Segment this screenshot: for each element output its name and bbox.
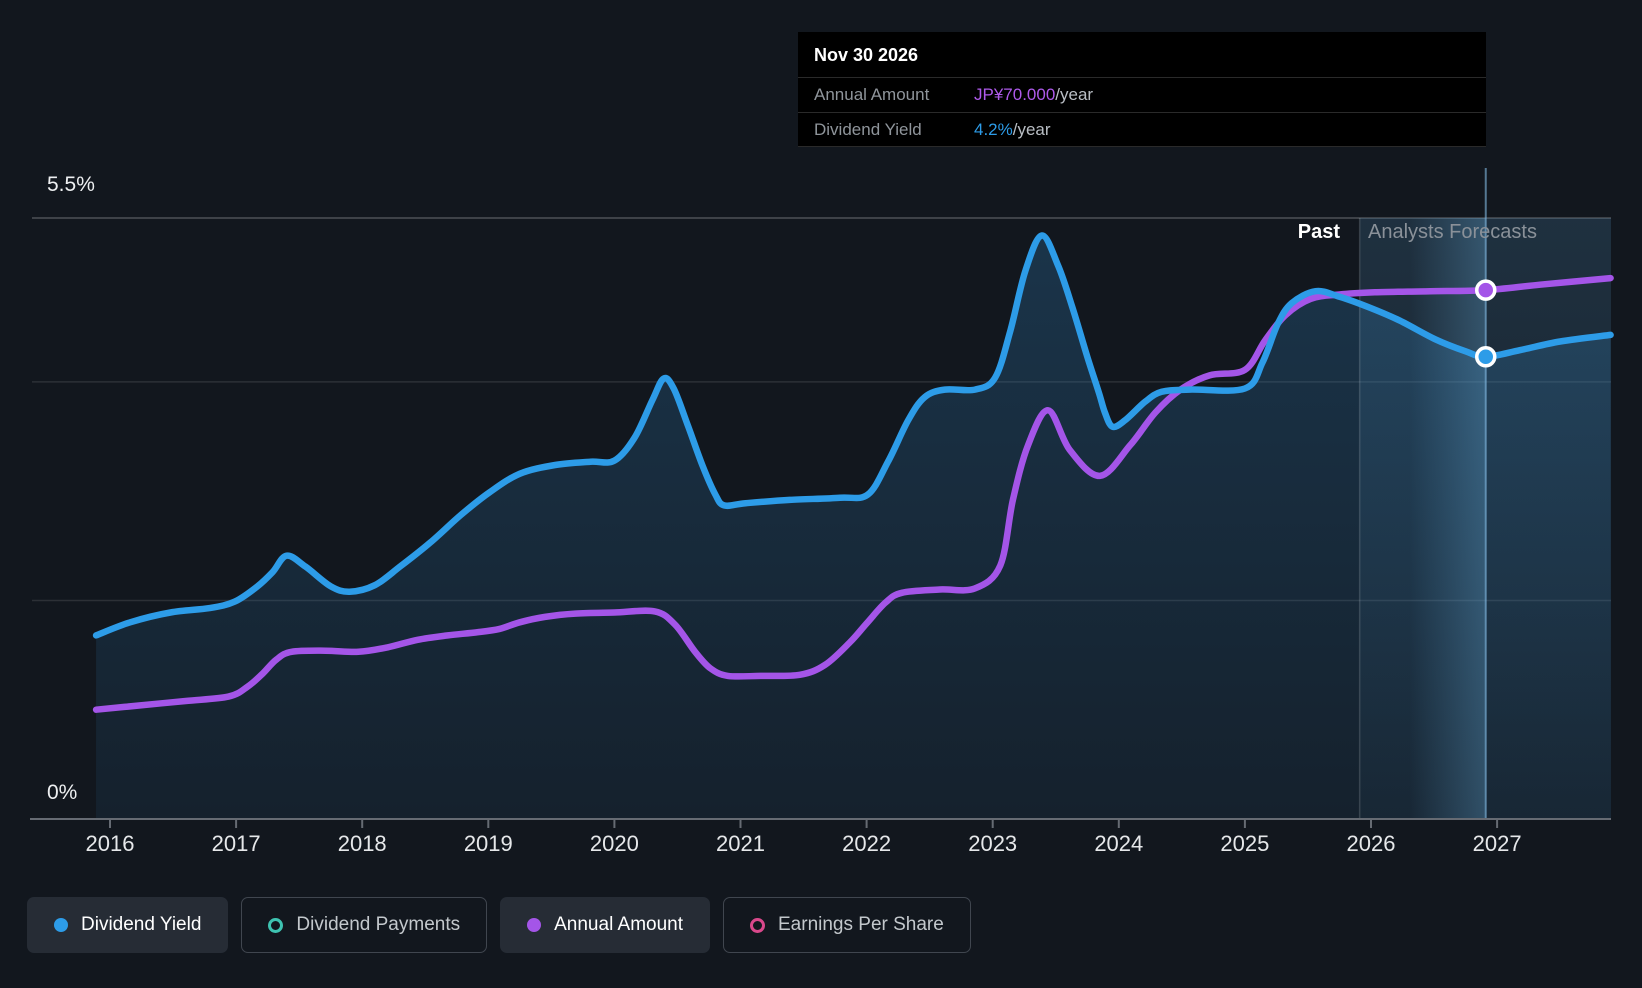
legend-toggle-dividend-yield[interactable]: Dividend Yield bbox=[27, 897, 229, 953]
x-axis-year-label: 2025 bbox=[1220, 831, 1269, 856]
tooltip-row-annual-amount: Annual Amount JP¥70.000/year bbox=[798, 77, 1486, 112]
past-zone-label: Past bbox=[1297, 221, 1340, 243]
x-axis-year-label: 2023 bbox=[968, 831, 1017, 856]
chart-legend: Dividend Yield Dividend Payments Annual … bbox=[27, 897, 971, 953]
x-axis-year-label: 2026 bbox=[1347, 831, 1396, 856]
dividend-yield-dot-icon bbox=[54, 918, 68, 932]
x-axis-year-label: 2018 bbox=[338, 831, 387, 856]
y-axis-max-label: 5.5% bbox=[47, 173, 95, 196]
x-axis-year-label: 2020 bbox=[590, 831, 639, 856]
x-axis-year-label: 2021 bbox=[716, 831, 765, 856]
dividend-yield-line bbox=[92, 232, 1614, 639]
earnings-per-share-ring-icon bbox=[750, 917, 765, 933]
x-axis-year-label: 2017 bbox=[212, 831, 261, 856]
legend-toggle-dividend-payments[interactable]: Dividend Payments bbox=[241, 897, 488, 953]
x-axis-year-label: 2022 bbox=[842, 831, 891, 856]
tooltip-row-dividend-yield: Dividend Yield 4.2%/year bbox=[798, 112, 1486, 147]
legend-toggle-annual-amount[interactable]: Annual Amount bbox=[500, 897, 710, 953]
tooltip-label: Dividend Yield bbox=[814, 119, 922, 139]
x-axis-year-label: 2027 bbox=[1473, 831, 1522, 856]
tooltip-date: Nov 30 2026 bbox=[814, 45, 919, 65]
legend-label: Annual Amount bbox=[554, 914, 683, 935]
y-axis-min-label: 0% bbox=[47, 781, 78, 804]
hover-tooltip: Nov 30 2026 Annual Amount JP¥70.000/year… bbox=[798, 32, 1486, 147]
tooltip-suffix: /year bbox=[1012, 119, 1051, 139]
legend-toggle-earnings-per-share[interactable]: Earnings Per Share bbox=[723, 897, 971, 953]
hover-marker-dot bbox=[1475, 279, 1497, 301]
dividend-payments-ring-icon bbox=[268, 917, 284, 933]
x-axis-year-label: 2019 bbox=[464, 831, 513, 856]
forecast-zone-label: Analysts Forecasts bbox=[1368, 221, 1537, 243]
dividend-yield-area bbox=[96, 235, 1611, 819]
hover-marker-dot bbox=[1475, 346, 1497, 368]
x-axis-year-label: 2016 bbox=[86, 831, 135, 856]
legend-label: Dividend Payments bbox=[296, 914, 461, 935]
annual-amount-dot-icon bbox=[527, 918, 542, 932]
tooltip-suffix: /year bbox=[1055, 85, 1094, 104]
x-axis-year-label: 2024 bbox=[1094, 831, 1143, 856]
tooltip-label: Annual Amount bbox=[814, 85, 930, 104]
tooltip-value: 4.2% bbox=[974, 119, 1013, 139]
annual-amount-line bbox=[92, 274, 1614, 713]
hover-highlight-band bbox=[1409, 218, 1486, 819]
legend-label: Dividend Yield bbox=[81, 914, 202, 935]
tooltip-value: JP¥70.000 bbox=[974, 85, 1056, 104]
legend-label: Earnings Per Share bbox=[778, 914, 944, 935]
